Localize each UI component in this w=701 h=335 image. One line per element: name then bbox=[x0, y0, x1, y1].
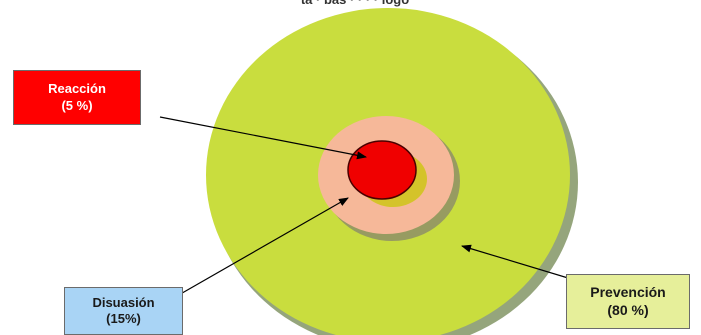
arrow-disuasion bbox=[169, 197, 349, 301]
title-fragment: ta · bas · · · · logo bbox=[240, 0, 470, 8]
disuasion-name: Disuasión bbox=[92, 294, 155, 310]
reaccion-label-box: Reacción (5 %) bbox=[13, 70, 141, 125]
disuasion-label-box: Disuasión (15%) bbox=[64, 287, 183, 335]
prevencion-label-box: Prevención (80 %) bbox=[566, 274, 690, 329]
arrow-prevencion bbox=[461, 244, 579, 282]
inner-disc bbox=[347, 140, 417, 200]
arrow-reaccion bbox=[159, 116, 367, 160]
disuasion-value: (15%) bbox=[106, 311, 141, 326]
reaccion-value: (5 %) bbox=[61, 97, 93, 113]
prevencion-name: Prevención bbox=[590, 284, 666, 300]
prevencion-value: (80 %) bbox=[607, 301, 649, 318]
reaccion-name: Reacción bbox=[48, 81, 106, 97]
